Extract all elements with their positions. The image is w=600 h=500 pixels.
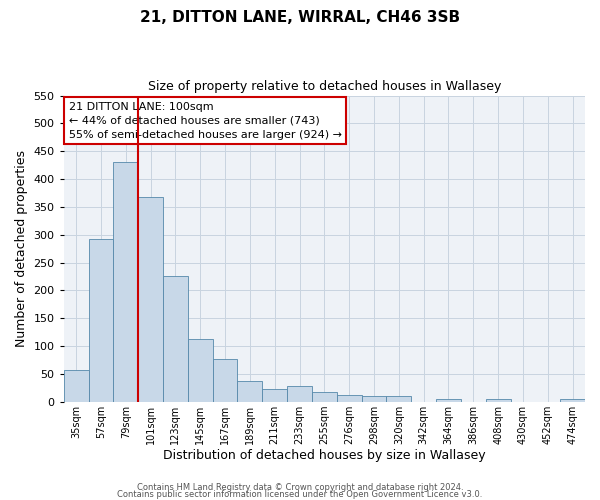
- Bar: [89, 238, 113, 402]
- Bar: [287, 386, 312, 402]
- Bar: [337, 395, 362, 402]
- Bar: [560, 399, 585, 402]
- Bar: [138, 197, 163, 402]
- Bar: [212, 360, 238, 402]
- Text: 21 DITTON LANE: 100sqm
← 44% of detached houses are smaller (743)
55% of semi-de: 21 DITTON LANE: 100sqm ← 44% of detached…: [69, 102, 342, 140]
- Text: Contains public sector information licensed under the Open Government Licence v3: Contains public sector information licen…: [118, 490, 482, 499]
- Title: Size of property relative to detached houses in Wallasey: Size of property relative to detached ho…: [148, 80, 501, 93]
- Bar: [436, 400, 461, 402]
- Bar: [312, 392, 337, 402]
- Text: Contains HM Land Registry data © Crown copyright and database right 2024.: Contains HM Land Registry data © Crown c…: [137, 484, 463, 492]
- Bar: [238, 380, 262, 402]
- Bar: [64, 370, 89, 402]
- Text: 21, DITTON LANE, WIRRAL, CH46 3SB: 21, DITTON LANE, WIRRAL, CH46 3SB: [140, 10, 460, 25]
- X-axis label: Distribution of detached houses by size in Wallasey: Distribution of detached houses by size …: [163, 450, 485, 462]
- Bar: [386, 396, 411, 402]
- Y-axis label: Number of detached properties: Number of detached properties: [15, 150, 28, 347]
- Bar: [486, 400, 511, 402]
- Bar: [188, 339, 212, 402]
- Bar: [262, 390, 287, 402]
- Bar: [362, 396, 386, 402]
- Bar: [113, 162, 138, 402]
- Bar: [163, 276, 188, 402]
